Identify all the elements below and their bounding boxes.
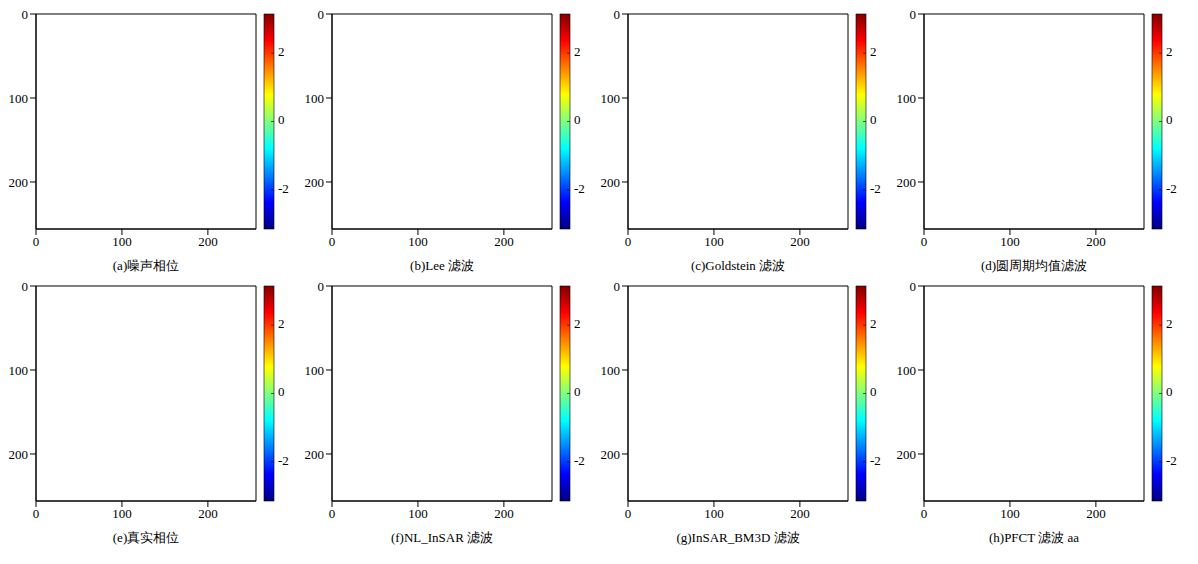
html-text:(d)圆周期均值滤波: (d)圆周期均值滤波 [980,258,1088,273]
svg-text:200: 200 [305,175,325,190]
svg-text:100: 100 [897,363,917,378]
svg-text:100: 100 [112,234,132,249]
svg-text:200: 200 [897,175,917,190]
svg-text:-2: -2 [278,453,289,468]
svg-text:0: 0 [1166,384,1173,399]
svg-text:0: 0 [33,234,40,249]
svg-text:100: 100 [601,363,621,378]
svg-text:100: 100 [112,506,132,521]
svg-text:0: 0 [1166,112,1173,127]
html-text:(c)Goldstein 滤波: (c)Goldstein 滤波 [690,258,786,273]
svg-text:200: 200 [305,447,325,462]
svg-text:0: 0 [910,7,917,22]
svg-text:200: 200 [601,175,621,190]
svg-text:200: 200 [897,447,917,462]
html-text:(e)真实相位: (e)真实相位 [112,530,180,545]
svg-text:-2: -2 [574,181,585,196]
svg-text:-2: -2 [870,181,881,196]
html-text:(a)噪声相位: (a)噪声相位 [112,258,180,273]
svg-text:0: 0 [22,7,29,22]
svg-text:200: 200 [790,234,810,249]
svg-text:200: 200 [198,234,218,249]
svg-text:0: 0 [574,112,581,127]
svg-text:100: 100 [601,91,621,106]
svg-text:100: 100 [1000,234,1020,249]
svg-text:0: 0 [614,7,621,22]
svg-text:-2: -2 [574,453,585,468]
svg-text:100: 100 [704,234,724,249]
svg-text:100: 100 [1000,506,1020,521]
svg-text:0: 0 [329,234,336,249]
svg-text:200: 200 [1086,234,1106,249]
svg-text:2: 2 [278,316,285,331]
svg-text:0: 0 [329,506,336,521]
svg-text:200: 200 [9,175,29,190]
html-text:(f)NL_InSAR 滤波: (f)NL_InSAR 滤波 [390,530,494,545]
svg-text:-2: -2 [278,181,289,196]
svg-text:200: 200 [601,447,621,462]
svg-text:200: 200 [494,506,514,521]
svg-text:0: 0 [870,112,877,127]
svg-text:0: 0 [278,384,285,399]
svg-text:2: 2 [1166,44,1173,59]
svg-text:200: 200 [198,506,218,521]
svg-text:2: 2 [574,44,581,59]
svg-text:0: 0 [910,279,917,294]
html-text:(g)InSAR_BM3D 滤波: (g)InSAR_BM3D 滤波 [676,530,800,545]
svg-text:100: 100 [9,363,29,378]
svg-text:100: 100 [9,91,29,106]
svg-text:0: 0 [574,384,581,399]
svg-text:200: 200 [1086,506,1106,521]
svg-text:-2: -2 [1166,181,1177,196]
svg-text:200: 200 [9,447,29,462]
svg-text:-2: -2 [1166,453,1177,468]
svg-text:0: 0 [614,279,621,294]
svg-text:0: 0 [22,279,29,294]
svg-text:-2: -2 [870,453,881,468]
svg-text:0: 0 [870,384,877,399]
svg-text:2: 2 [278,44,285,59]
svg-text:100: 100 [897,91,917,106]
svg-text:100: 100 [408,506,428,521]
svg-text:100: 100 [305,363,325,378]
svg-text:200: 200 [494,234,514,249]
svg-text:0: 0 [33,506,40,521]
svg-text:0: 0 [625,234,632,249]
svg-text:2: 2 [1166,316,1173,331]
svg-text:2: 2 [870,44,877,59]
svg-text:2: 2 [574,316,581,331]
svg-text:0: 0 [921,506,928,521]
svg-text:2: 2 [870,316,877,331]
svg-text:100: 100 [704,506,724,521]
svg-text:100: 100 [408,234,428,249]
html-text:(b)Lee 滤波: (b)Lee 滤波 [410,258,474,273]
svg-text:100: 100 [305,91,325,106]
svg-text:0: 0 [921,234,928,249]
svg-text:0: 0 [625,506,632,521]
svg-text:0: 0 [318,279,325,294]
html-text:(h)PFCT 滤波 aa: (h)PFCT 滤波 aa [989,530,1079,545]
svg-text:0: 0 [318,7,325,22]
svg-text:0: 0 [278,112,285,127]
svg-text:200: 200 [790,506,810,521]
